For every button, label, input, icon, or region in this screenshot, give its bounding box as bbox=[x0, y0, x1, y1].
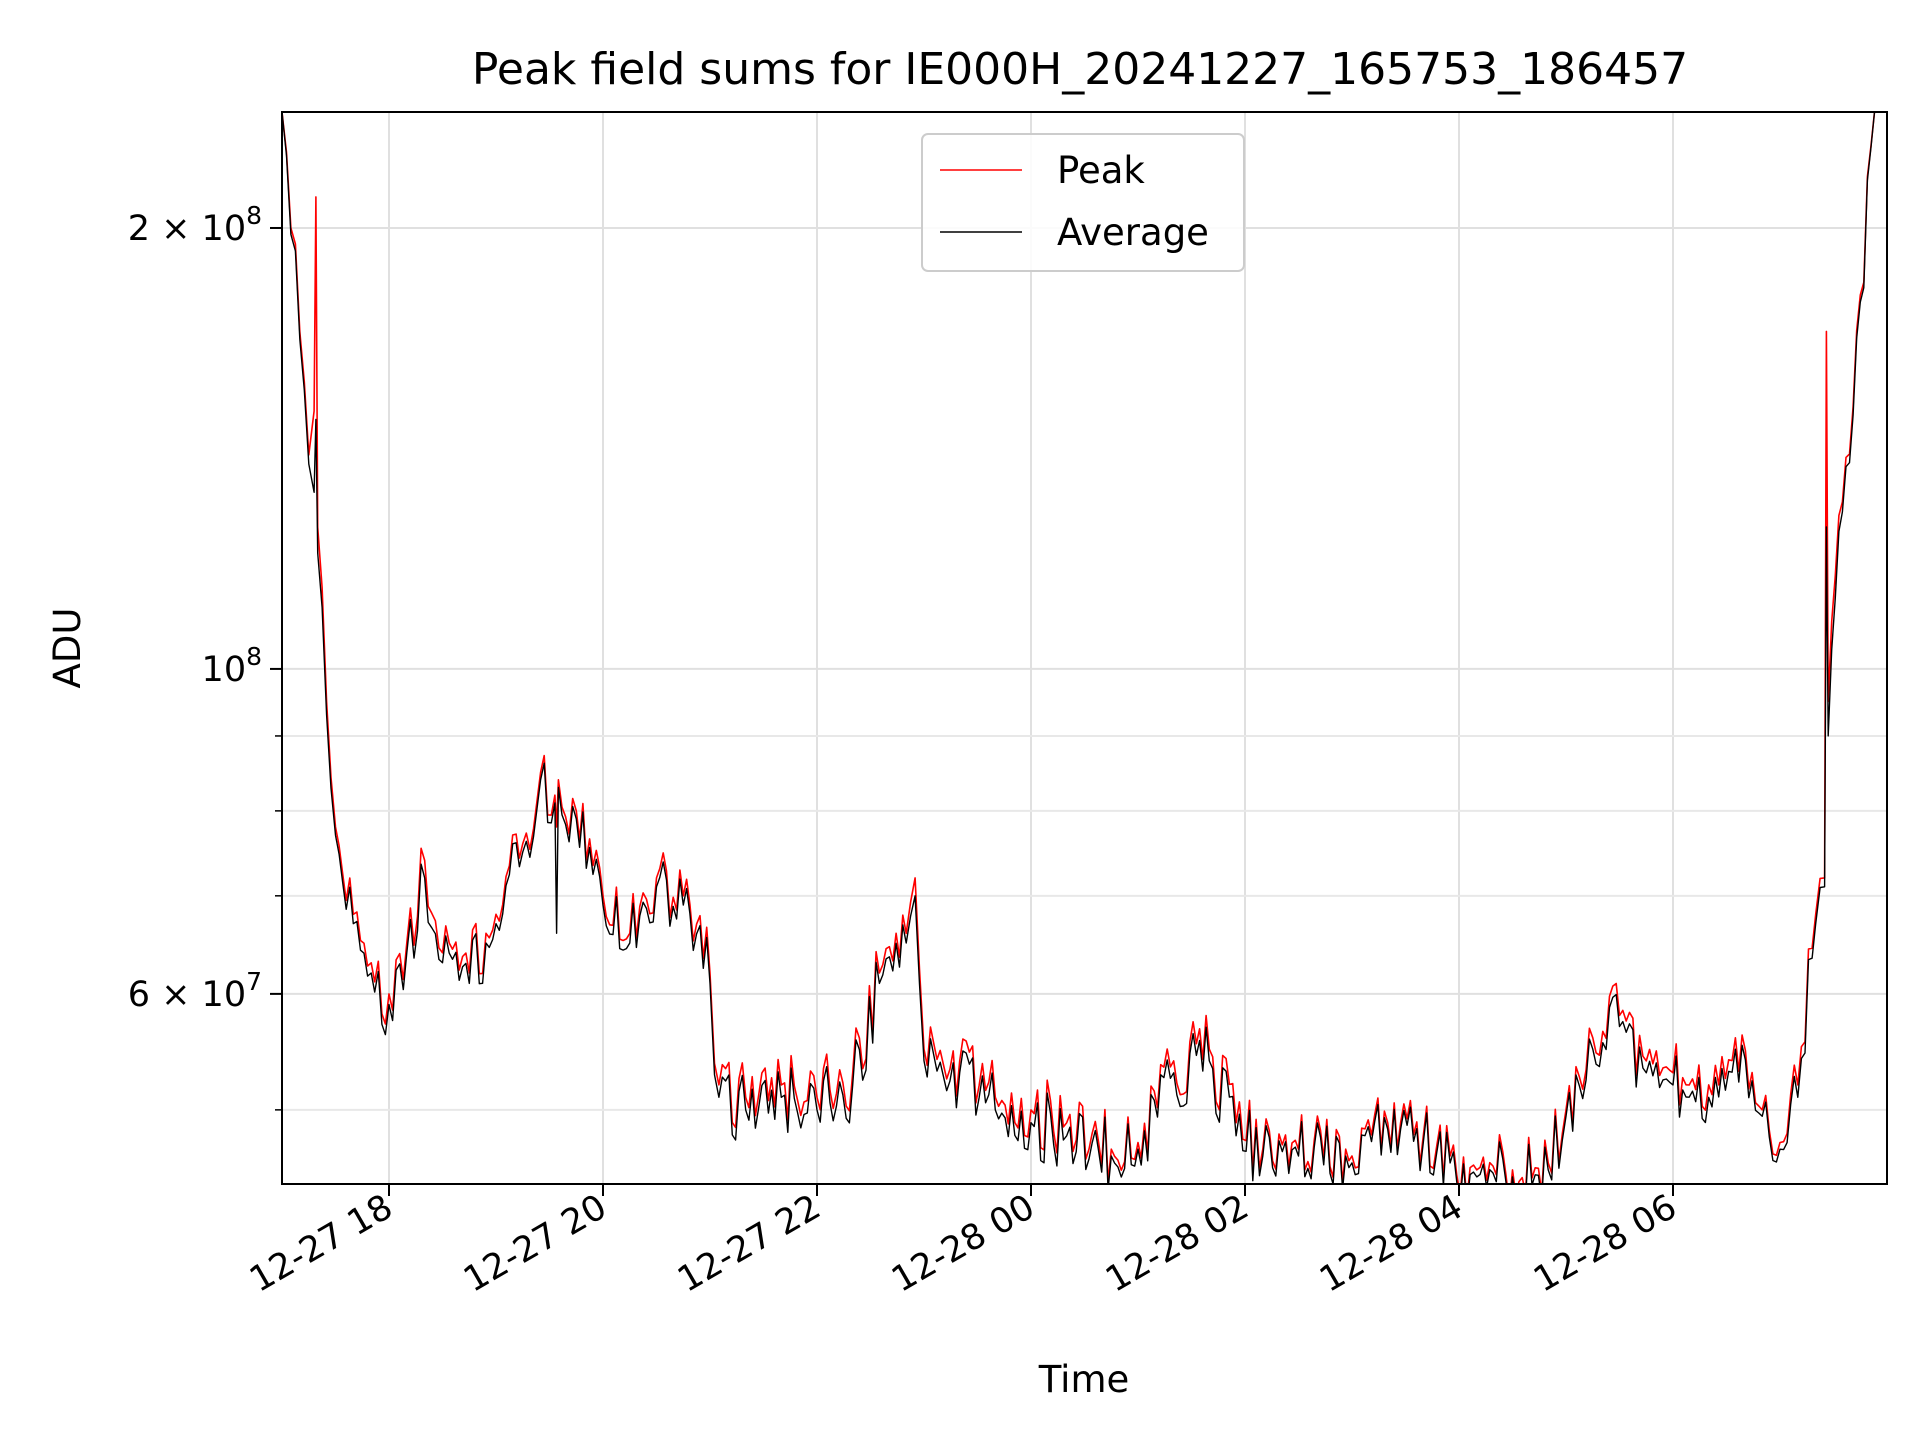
legend-frame bbox=[921, 133, 1245, 272]
y-tick-label: 6 × 107 bbox=[128, 967, 262, 1015]
plot-frame bbox=[281, 111, 1888, 1185]
x-gridlines bbox=[388, 112, 1674, 1184]
legend: Peak Average bbox=[921, 133, 1245, 272]
y-tick-exponent: 8 bbox=[246, 201, 262, 230]
x-axis-label: Time bbox=[1038, 1358, 1130, 1401]
chart-title: Peak field sums for IE000H_20241227_1657… bbox=[472, 44, 1688, 95]
legend-label-peak: Peak bbox=[1057, 149, 1145, 192]
y-tick-exponent: 7 bbox=[246, 967, 262, 996]
series-line-average bbox=[282, 112, 1876, 1184]
y-tick-exponent: 8 bbox=[246, 642, 262, 671]
series-line-peak bbox=[282, 112, 1876, 1184]
y-axis-label: ADU bbox=[46, 608, 89, 689]
y-tick-mantissa: 6 × 10 bbox=[128, 975, 246, 1015]
y-tick-mantissa: 2 × 10 bbox=[128, 209, 246, 249]
y-tick-label: 108 bbox=[202, 642, 262, 690]
y-tick-label: 2 × 108 bbox=[128, 201, 262, 249]
legend-label-average: Average bbox=[1057, 211, 1209, 254]
y-tick-base: 10 bbox=[202, 650, 247, 690]
